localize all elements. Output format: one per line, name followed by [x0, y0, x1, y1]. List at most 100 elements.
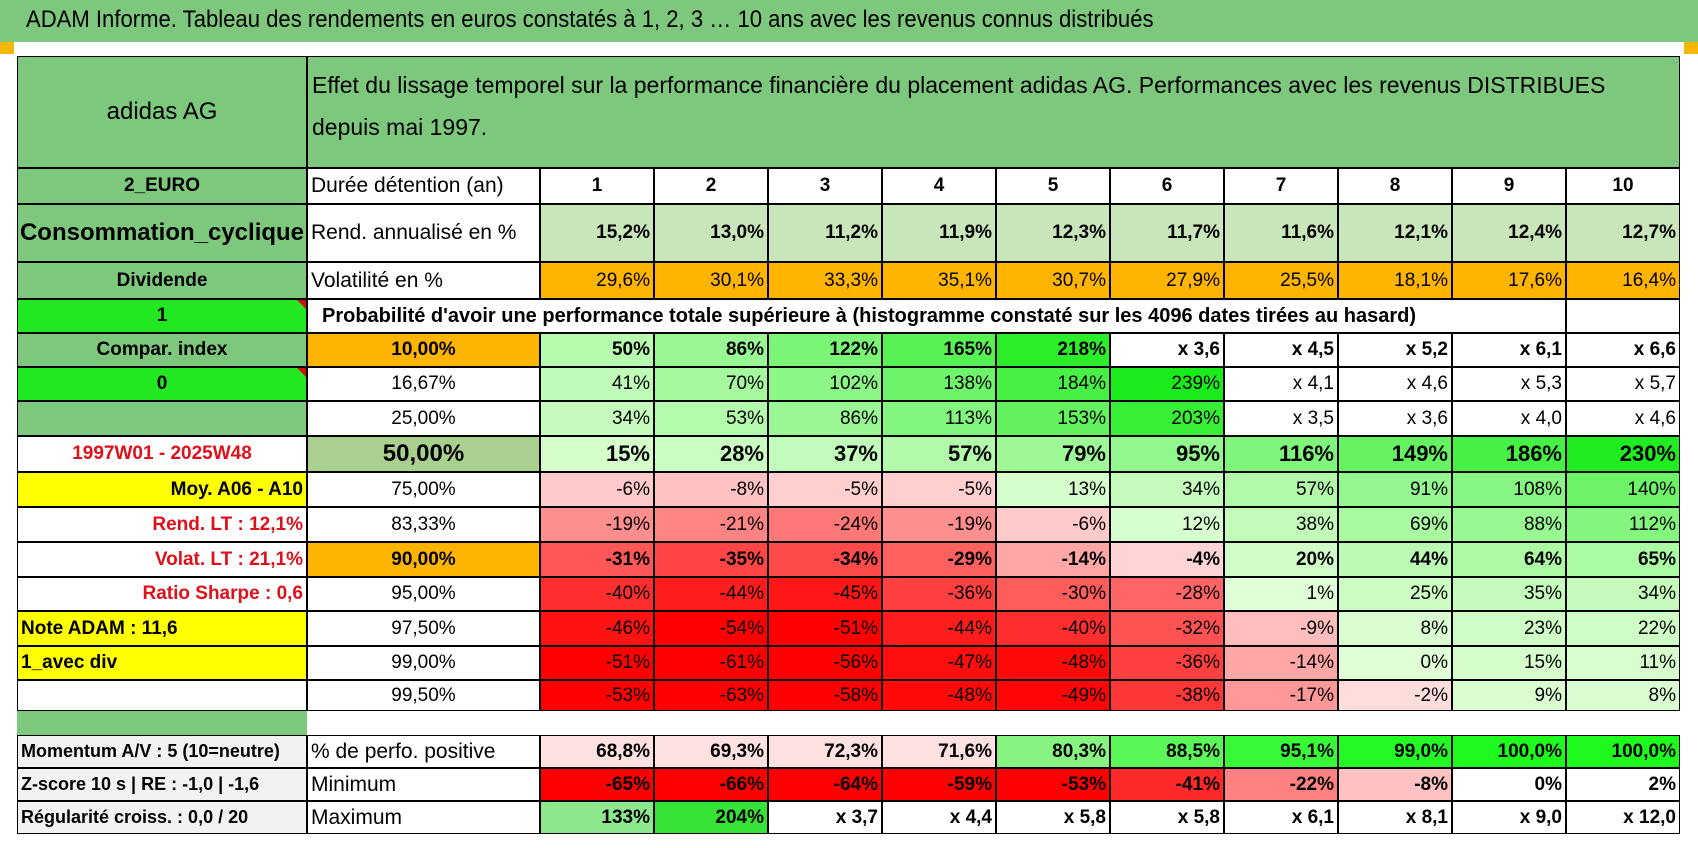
return-value: 11,7%	[1110, 204, 1224, 262]
duration-header: 6	[1110, 168, 1224, 204]
probability-value: 230%	[1566, 436, 1680, 472]
probability-value: -48%	[882, 680, 996, 711]
summary-value: x 8,1	[1338, 801, 1452, 834]
probability-value: -14%	[996, 542, 1110, 577]
probability-value: -19%	[540, 507, 654, 542]
volatility-value: 30,7%	[996, 262, 1110, 299]
probability-value: 113%	[882, 401, 996, 436]
summary-value: 88,5%	[1110, 735, 1224, 768]
return-value: 15,2%	[540, 204, 654, 262]
probability-value: 8%	[1338, 611, 1452, 646]
report-title: ADAM Informe. Tableau des rendements en …	[26, 6, 1154, 33]
return-label: Rend. annualisé en %	[307, 204, 540, 262]
probability-value: 44%	[1338, 542, 1452, 577]
summary-value: 80,3%	[996, 735, 1110, 768]
probability-value: -56%	[768, 646, 882, 680]
dividend-mode: 1_avec div	[17, 646, 307, 680]
report-banner: ADAM Informe. Tableau des rendements en …	[0, 0, 1698, 42]
probability-value: 50%	[540, 333, 654, 367]
summary-value: -64%	[768, 768, 882, 801]
duration-header: 4	[882, 168, 996, 204]
probability-value: 112%	[1566, 507, 1680, 542]
probability-value: 28%	[654, 436, 768, 472]
duration-header: 2	[654, 168, 768, 204]
volatility-value: 27,9%	[1110, 262, 1224, 299]
probability-value: -31%	[540, 542, 654, 577]
probability-value: 122%	[768, 333, 882, 367]
summary-value: 68,8%	[540, 735, 654, 768]
currency-label: 2_EURO	[17, 168, 307, 204]
return-value: 12,7%	[1566, 204, 1680, 262]
table-description: Effet du lissage temporel sur la perform…	[307, 56, 1680, 168]
probability-value: 65%	[1566, 542, 1680, 577]
probability-value: 41%	[540, 367, 654, 401]
probability-value: -30%	[996, 577, 1110, 611]
compare-index-label: Compar. index	[17, 333, 307, 367]
probability-value: -45%	[768, 577, 882, 611]
summary-value: -8%	[1338, 768, 1452, 801]
probability-value: -51%	[768, 611, 882, 646]
probability-value: 91%	[1338, 472, 1452, 507]
probability-value: 138%	[882, 367, 996, 401]
probability-value: -44%	[654, 577, 768, 611]
probability-value: 37%	[768, 436, 882, 472]
probability-value: 1%	[1224, 577, 1338, 611]
probability-value: -54%	[654, 611, 768, 646]
probability-value: -9%	[1224, 611, 1338, 646]
probability-value: 12%	[1110, 507, 1224, 542]
probability-value: -6%	[996, 507, 1110, 542]
probability-value: 153%	[996, 401, 1110, 436]
probability-value: 218%	[996, 333, 1110, 367]
probability-value: -63%	[654, 680, 768, 711]
volatility-value: 33,3%	[768, 262, 882, 299]
summary-value: x 3,7	[768, 801, 882, 834]
volatility-value: 35,1%	[882, 262, 996, 299]
corner-marker-left	[0, 42, 14, 54]
probability-level: 99,50%	[307, 680, 540, 711]
probability-level: 25,00%	[307, 401, 540, 436]
probability-value: 34%	[540, 401, 654, 436]
duration-header: 8	[1338, 168, 1452, 204]
return-value: 13,0%	[654, 204, 768, 262]
long-term-return: Rend. LT : 12,1%	[17, 507, 307, 542]
summary-value: 99,0%	[1338, 735, 1452, 768]
duration-header: 1	[540, 168, 654, 204]
probability-value: -61%	[654, 646, 768, 680]
summary-value: -53%	[996, 768, 1110, 801]
duration-header: 3	[768, 168, 882, 204]
probability-value: x 4,0	[1452, 401, 1566, 436]
probability-value: x 4,5	[1224, 333, 1338, 367]
probability-value: 88%	[1452, 507, 1566, 542]
probability-value: -21%	[654, 507, 768, 542]
summary-value: 100,0%	[1566, 735, 1680, 768]
probability-value: -44%	[882, 611, 996, 646]
summary-label: Minimum	[307, 768, 540, 801]
sharpe-ratio: Ratio Sharpe : 0,6	[17, 577, 307, 611]
summary-value: x 9,0	[1452, 801, 1566, 834]
spacer-green	[17, 711, 307, 735]
probability-value: -38%	[1110, 680, 1224, 711]
summary-label: Maximum	[307, 801, 540, 834]
summary-value: 72,3%	[768, 735, 882, 768]
summary-value: 69,3%	[654, 735, 768, 768]
probability-value: -32%	[1110, 611, 1224, 646]
probability-value: -40%	[540, 577, 654, 611]
summary-value: 133%	[540, 801, 654, 834]
probability-value: 34%	[1566, 577, 1680, 611]
summary-value: 0%	[1452, 768, 1566, 801]
probability-value: -53%	[540, 680, 654, 711]
summary-value: x 6,1	[1224, 801, 1338, 834]
volatility-value: 25,5%	[1224, 262, 1338, 299]
probability-value: 53%	[654, 401, 768, 436]
probability-value: -19%	[882, 507, 996, 542]
probability-level: 97,50%	[307, 611, 540, 646]
probability-value: 8%	[1566, 680, 1680, 711]
probability-value: 95%	[1110, 436, 1224, 472]
empty-cell	[1566, 299, 1680, 333]
probability-value: 239%	[1110, 367, 1224, 401]
duration-header: 10	[1566, 168, 1680, 204]
summary-value: x 5,8	[1110, 801, 1224, 834]
summary-value: -22%	[1224, 768, 1338, 801]
probability-value: -8%	[654, 472, 768, 507]
probability-value: 69%	[1338, 507, 1452, 542]
